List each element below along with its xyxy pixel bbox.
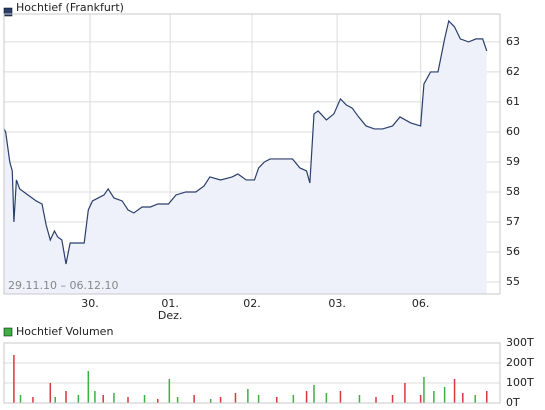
volume-bar	[193, 395, 195, 403]
volume-bar	[305, 391, 308, 403]
plot-frame	[3, 13, 501, 295]
volume-bar	[219, 397, 222, 403]
legend-swatch	[3, 7, 13, 17]
volume-bar	[32, 397, 34, 403]
volume-bar	[391, 395, 394, 403]
volume-bar	[102, 395, 104, 403]
y-tick-label: 60	[506, 125, 520, 138]
volume-bar	[257, 395, 260, 403]
volume-bar	[419, 395, 422, 403]
plot-frame	[3, 342, 501, 404]
volume-bar	[209, 399, 212, 403]
price-line	[3, 19, 488, 265]
y-tick-label: 58	[506, 185, 520, 198]
volume-bar	[375, 397, 377, 403]
legend-swatch	[3, 327, 13, 337]
y-tick-label: 59	[506, 155, 520, 168]
volume-bar	[234, 393, 237, 403]
y-tick-label: 55	[506, 275, 520, 288]
chart-title: Hochtief Volumen	[16, 325, 113, 338]
x-tick-label: 06.	[412, 297, 430, 310]
y-tick-label: 56	[506, 245, 520, 258]
y-tick-label: 100T	[506, 376, 534, 389]
y-tick-label: 200T	[506, 356, 534, 369]
y-tick-label: 61	[506, 95, 520, 108]
volume-bar	[276, 397, 278, 403]
volume-bar	[404, 383, 406, 403]
y-tick-label: 300T	[506, 336, 534, 349]
volume-bar	[339, 391, 342, 403]
y-tick-label: 63	[506, 35, 520, 48]
volume-bar	[462, 393, 464, 403]
volume-bar	[443, 387, 446, 403]
volume-bar	[325, 393, 328, 403]
volume-bar	[486, 391, 488, 403]
volume-bar	[127, 397, 129, 403]
volume-bar	[168, 379, 171, 403]
volume-bar	[77, 395, 80, 403]
x-tick-label: 03.	[328, 297, 346, 310]
volume-bar	[94, 391, 96, 403]
volume-bar	[313, 385, 315, 403]
volume-bar	[247, 389, 249, 403]
x-tick-label: 30.	[81, 297, 99, 310]
price-area	[4, 20, 487, 294]
chart-title: Hochtief (Frankfurt)	[16, 1, 124, 14]
y-tick-label: 57	[506, 215, 520, 228]
month-label: Dez.	[158, 309, 183, 322]
volume-bar	[143, 395, 146, 403]
date-range: 29.11.10 – 06.12.10	[8, 279, 118, 292]
volume-bar	[65, 391, 67, 403]
volume-bar	[54, 397, 57, 403]
volume-bar	[87, 371, 90, 403]
volume-bar	[157, 399, 159, 403]
x-tick-label: 01.	[161, 297, 179, 310]
volume-bar	[453, 379, 456, 403]
volume-bar	[433, 391, 435, 403]
volume-bar	[13, 355, 15, 403]
volume-bar	[474, 395, 476, 403]
volume-bar	[176, 397, 179, 403]
y-tick-label: 0T	[506, 396, 520, 409]
volume-bar	[292, 395, 295, 403]
volume-bar	[49, 383, 52, 403]
volume-bar	[423, 377, 425, 403]
volume-bar	[113, 393, 115, 403]
volume-bar	[19, 395, 22, 403]
x-tick-label: 02.	[243, 297, 261, 310]
volume-bar	[358, 395, 361, 403]
y-tick-label: 62	[506, 65, 520, 78]
